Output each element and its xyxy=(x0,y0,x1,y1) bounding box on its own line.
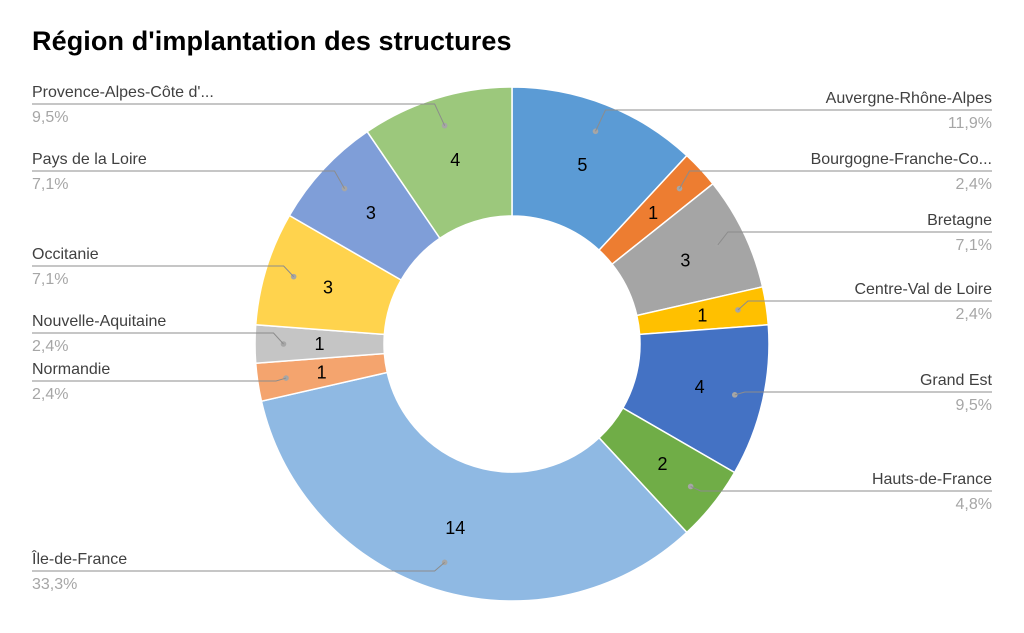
percent-label: 7,1% xyxy=(956,237,992,254)
slice-value-label: 3 xyxy=(680,250,690,270)
percent-label: 7,1% xyxy=(32,271,68,288)
percent-label: 11,9% xyxy=(948,115,992,132)
slice-value-label: 1 xyxy=(648,203,658,223)
leader-line xyxy=(32,332,284,345)
slices-layer xyxy=(254,86,770,602)
leader-dot xyxy=(283,375,289,381)
slice-value-label: 3 xyxy=(323,277,333,297)
percent-label: 2,4% xyxy=(32,338,68,355)
leader-dot xyxy=(341,185,348,192)
leader-dot xyxy=(731,392,738,398)
category-label: Pays de la Loire xyxy=(32,151,147,168)
leader-line xyxy=(717,231,992,246)
leader-line xyxy=(734,391,992,396)
leader-line xyxy=(32,561,445,572)
chart-title: Région d'implantation des structures xyxy=(32,26,512,56)
leader-line xyxy=(737,300,992,311)
slice-value-label: 3 xyxy=(366,203,376,223)
category-label: Bretagne xyxy=(927,212,992,229)
slice-value-label: 14 xyxy=(445,518,465,538)
percent-label: 4,8% xyxy=(956,496,992,513)
category-label: Hauts-de-France xyxy=(872,471,992,488)
category-label: Occitanie xyxy=(32,246,99,263)
category-label: Auvergne-Rhône-Alpes xyxy=(826,90,992,107)
slice-provence-alpes-c-te-d xyxy=(366,86,513,240)
leader-line xyxy=(595,109,992,132)
leader-line xyxy=(32,103,446,126)
category-label: Nouvelle-Aquitaine xyxy=(32,313,166,330)
category-label: Bourgogne-Franche-Co... xyxy=(811,151,992,168)
percent-label: 2,4% xyxy=(32,386,68,403)
leader-line xyxy=(679,170,992,189)
percent-label: 2,4% xyxy=(956,306,992,323)
percent-label: 9,5% xyxy=(956,397,992,414)
category-label: Normandie xyxy=(32,361,110,378)
category-label: Île-de-France xyxy=(31,549,127,568)
leader-line xyxy=(690,486,992,492)
category-label: Provence-Alpes-Côte d'... xyxy=(32,84,214,101)
labels-layer: 5 Auvergne-Rhône-Alpes 11,9% 1 Bourgogne-Fra… xyxy=(31,84,993,593)
slice-value-label: 4 xyxy=(695,377,705,397)
percent-label: 9,5% xyxy=(32,109,68,126)
percent-label: 33,3% xyxy=(32,576,77,593)
slice-value-label: 1 xyxy=(314,334,324,354)
percent-label: 2,4% xyxy=(956,176,992,193)
leader-lines-layer xyxy=(32,103,992,572)
slice-value-label: 2 xyxy=(657,454,667,474)
slice-value-label: 4 xyxy=(450,150,460,170)
category-label: Centre-Val de Loire xyxy=(854,281,992,298)
slice-value-label: 5 xyxy=(577,155,587,175)
slice-value-label: 1 xyxy=(697,305,707,325)
leader-line xyxy=(32,377,287,382)
leader-line xyxy=(32,170,345,189)
category-label: Grand Est xyxy=(920,372,993,389)
slice-le-de-france xyxy=(260,371,688,602)
slice-value-label: 1 xyxy=(317,363,327,383)
percent-label: 7,1% xyxy=(32,176,68,193)
leader-line xyxy=(32,265,295,277)
